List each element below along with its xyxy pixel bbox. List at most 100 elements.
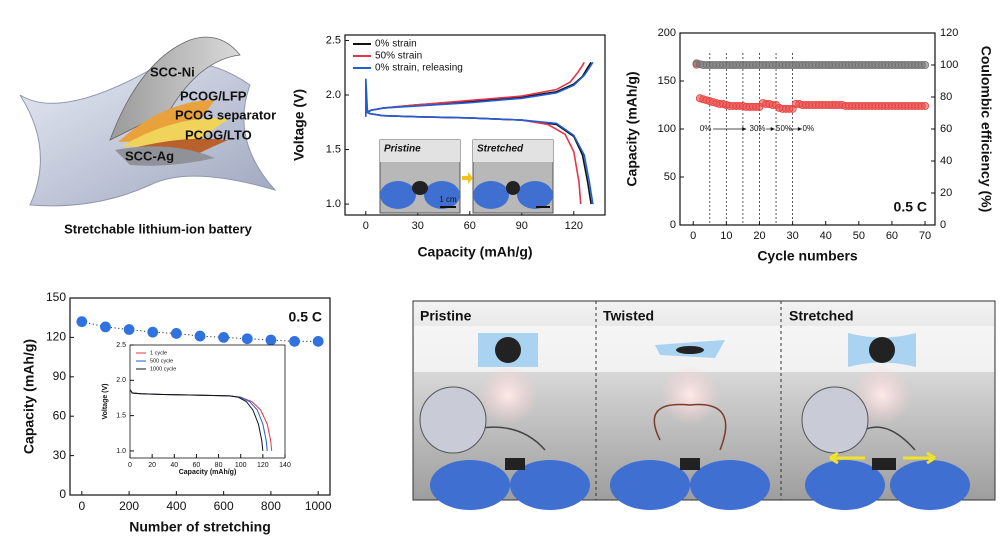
legend-label: 0% strain	[375, 39, 417, 50]
inset-arrow	[462, 172, 473, 184]
y-tick-label: 150	[658, 75, 676, 87]
legend-label: 1000 cycle	[150, 366, 176, 372]
x-tick-label: 0	[78, 499, 85, 513]
x-tick-label: 600	[214, 499, 234, 513]
x-axis-label: Capacity (mAh/g)	[179, 469, 237, 476]
y2-tick-label: 20	[940, 187, 952, 199]
y-tick-label: 2.0	[326, 89, 341, 101]
strain-label: 0%	[700, 124, 712, 133]
strain-label: 50%	[776, 124, 792, 133]
x-tick-label: 800	[261, 499, 281, 513]
y2-tick-label: 100	[940, 59, 958, 71]
inset-hand	[473, 181, 509, 209]
inset-hand	[424, 181, 460, 209]
legend-label: 1 cycle	[150, 350, 167, 356]
annotation: 0.5 C	[894, 199, 927, 215]
x-tick-label: 40	[820, 230, 832, 242]
data-point	[289, 335, 300, 347]
y2-tick-label: 40	[940, 155, 952, 167]
layer-label: PCOG/LTO	[185, 127, 252, 142]
y-tick-label: 2.5	[326, 34, 341, 46]
y-axis-label: Capacity (mAh/g)	[624, 71, 640, 186]
data-point	[76, 316, 88, 328]
x-tick-label: 30	[412, 220, 424, 232]
x-tick-label: 90	[516, 220, 528, 232]
inset-photo-top	[473, 140, 553, 162]
photo-label: Twisted	[603, 308, 654, 324]
data-point	[194, 330, 206, 342]
photo-label: Stretched	[789, 308, 854, 324]
layer-label: SCC-Ag	[125, 148, 174, 163]
x-tick-label: 400	[166, 499, 186, 513]
x-tick-label: 40	[170, 462, 178, 469]
x-tick-label: 30	[786, 230, 798, 242]
x-tick-label: 0	[363, 220, 369, 232]
inset-hand	[380, 181, 416, 209]
x-tick-label: 20	[753, 230, 765, 242]
inset-photo-label: Stretched	[477, 144, 524, 155]
x-tick-label: 200	[119, 499, 139, 513]
inset-photo-label: Pristine	[384, 144, 421, 155]
y2-tick-label: 60	[940, 123, 952, 135]
series-line	[365, 61, 594, 205]
data-point	[100, 321, 111, 333]
strain-label: 30%	[750, 124, 766, 133]
legend-label: 0% strain, releasing	[375, 63, 463, 74]
data-point	[265, 334, 277, 346]
y-tick-label: 2.5	[116, 342, 126, 349]
layer-label: SCC-Ni	[150, 64, 195, 79]
y-tick-label: 100	[658, 123, 676, 135]
inset-cell	[412, 181, 428, 195]
scale-bar-label: 1 cm	[439, 195, 457, 204]
annotation: 0.5 C	[289, 309, 322, 325]
y-tick-label: 0	[59, 487, 66, 501]
x-tick-label: 20	[148, 462, 156, 469]
y-tick-label: 150	[46, 290, 66, 304]
x-tick-label: 140	[279, 462, 291, 469]
illustration-caption: Stretchable lithium-ion battery	[64, 221, 253, 236]
y-tick-label: 0	[670, 219, 676, 231]
y2-axis-label: Coulombic efficiency (%)	[978, 46, 994, 212]
strain-label: 0%	[803, 124, 815, 133]
y-axis-label: Voltage (V)	[102, 383, 109, 419]
photo-panel	[412, 300, 996, 510]
y-tick-label: 60	[53, 408, 67, 422]
y2-tick-label: 80	[940, 91, 952, 103]
x-tick-label: 60	[886, 230, 898, 242]
strain-arrowhead	[770, 127, 775, 131]
y-tick-label: 1.5	[116, 412, 126, 419]
y-tick-label: 90	[53, 369, 67, 383]
inset-cell	[506, 181, 520, 195]
y-axis-label: Voltage (V)	[291, 89, 307, 161]
y2-tick-label: 0	[940, 219, 946, 231]
inset-hand	[517, 181, 553, 209]
x-tick-label: 70	[919, 230, 931, 242]
y-tick-label: 2.0	[116, 377, 126, 384]
data-point	[921, 61, 930, 70]
strain-arrowhead	[797, 127, 802, 131]
data-point	[241, 333, 253, 345]
plot-frame	[129, 344, 286, 459]
y-tick-label: 200	[658, 27, 676, 39]
x-tick-label: 0	[128, 462, 132, 469]
x-tick-label: 10	[720, 230, 732, 242]
legend-label: 500 cycle	[150, 358, 173, 364]
legend-label: 50% strain	[375, 51, 422, 62]
data-point	[921, 101, 930, 110]
battery-illustration	[19, 36, 277, 207]
y-tick-label: 120	[46, 330, 66, 344]
layer-label: PCOG separator	[175, 107, 276, 122]
x-tick-label: 100	[235, 462, 247, 469]
inset-photo-top	[380, 140, 460, 162]
layer-label: PCOG/LFP	[180, 88, 247, 103]
x-axis-label: Cycle numbers	[757, 248, 858, 264]
photo-label: Pristine	[420, 308, 472, 324]
data-point	[218, 331, 230, 343]
y-tick-label: 50	[664, 171, 676, 183]
x-tick-label: 1000	[305, 499, 332, 513]
x-axis-label: Capacity (mAh/g)	[417, 244, 532, 260]
x-tick-label: 50	[853, 230, 865, 242]
data-point	[147, 326, 159, 338]
y-tick-label: 30	[53, 448, 67, 462]
